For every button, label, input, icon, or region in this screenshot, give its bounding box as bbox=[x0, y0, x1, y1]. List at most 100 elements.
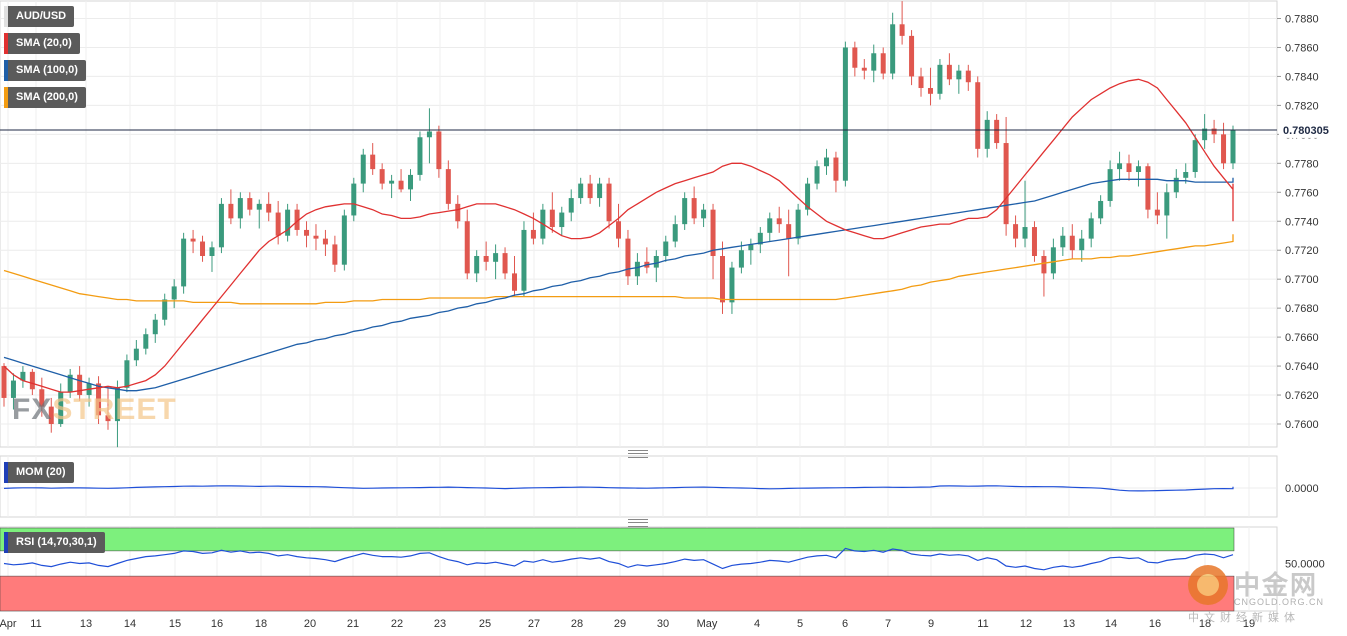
candle-body bbox=[162, 299, 168, 320]
candle-body bbox=[625, 238, 631, 277]
cngold-logo: 中金网 CNGOLD.ORG.CN 中文财经新媒体 bbox=[1188, 565, 1338, 625]
candle-body bbox=[880, 53, 886, 74]
y-tick-label: 0.7680 bbox=[1285, 303, 1319, 315]
candle-body bbox=[48, 406, 54, 424]
candle-body bbox=[852, 47, 858, 68]
candle-body bbox=[455, 203, 461, 222]
x-tick-label: 25 bbox=[479, 618, 491, 630]
y-tick-label: 0.7760 bbox=[1285, 187, 1319, 199]
mom-tick-label: 0.0000 bbox=[1285, 483, 1319, 495]
cngold-logo-title: 中金网 bbox=[1234, 571, 1319, 601]
y-tick-label: 0.7620 bbox=[1285, 390, 1319, 402]
rsi-oversold-zone bbox=[0, 575, 1235, 612]
candle-body bbox=[96, 383, 102, 416]
x-tick-label: 6 bbox=[842, 618, 848, 630]
candle-body bbox=[1230, 130, 1236, 164]
x-tick-label: 18 bbox=[1199, 618, 1211, 630]
candle-body bbox=[975, 82, 981, 149]
candle-body bbox=[124, 360, 130, 388]
candle-body bbox=[701, 209, 707, 219]
last-price-badge bbox=[1279, 121, 1339, 138]
rsi-line bbox=[3, 547, 1234, 571]
candle-body bbox=[474, 256, 480, 274]
last-price-label: 0.780305 bbox=[1283, 125, 1329, 137]
candle-body bbox=[1221, 134, 1227, 164]
candle-body bbox=[814, 166, 820, 184]
candle-body bbox=[294, 209, 300, 230]
mom-label: MOM (20) bbox=[16, 466, 66, 478]
candle-body bbox=[209, 247, 215, 257]
y-tick-label: 0.7720 bbox=[1285, 245, 1319, 257]
candle-body bbox=[587, 183, 593, 199]
candle-body bbox=[67, 374, 73, 393]
x-tick-label: 11 bbox=[977, 618, 988, 630]
y-tick-label: 0.7840 bbox=[1285, 71, 1319, 83]
x-tick-label: 11 bbox=[30, 618, 41, 630]
candle-body bbox=[1022, 227, 1028, 239]
candle-body bbox=[1135, 166, 1141, 173]
pane-resize-handle-1[interactable] bbox=[628, 450, 648, 458]
symbol-label: AUD/USD bbox=[16, 10, 67, 22]
candle-body bbox=[493, 253, 499, 262]
candle-body bbox=[379, 169, 385, 184]
rsi-swatch bbox=[4, 532, 8, 553]
candle-body bbox=[304, 229, 310, 236]
candle-body bbox=[58, 392, 64, 424]
candle-body bbox=[1107, 169, 1113, 201]
sma100-label: SMA (100,0) bbox=[16, 64, 78, 76]
x-tick-label: 7 bbox=[885, 618, 891, 630]
y-tick-label: 0.7660 bbox=[1285, 332, 1319, 344]
candle-body bbox=[436, 131, 442, 170]
x-tick-label: 5 bbox=[797, 618, 803, 630]
candle-body bbox=[445, 169, 451, 204]
candle-body bbox=[927, 88, 933, 94]
watermark-street: STREET bbox=[52, 393, 177, 426]
x-tick-label: 18 bbox=[255, 618, 267, 630]
candle-body bbox=[738, 250, 744, 268]
candle-body bbox=[114, 387, 120, 422]
symbol-legend[interactable]: AUD/USD bbox=[4, 6, 75, 27]
y-tick-label: 0.7700 bbox=[1285, 274, 1319, 286]
pane-resize-handle-2[interactable] bbox=[628, 519, 648, 527]
candle-body bbox=[1, 366, 7, 398]
x-tick-label: 13 bbox=[1063, 618, 1075, 630]
candle-body bbox=[1050, 247, 1056, 274]
cngold-logo-domain: CNGOLD.ORG.CN bbox=[1234, 597, 1325, 607]
sma200-label: SMA (200,0) bbox=[16, 91, 78, 103]
rsi-legend[interactable]: RSI (14,70,30,1) bbox=[4, 532, 105, 553]
candle-body bbox=[786, 224, 792, 239]
candle-body bbox=[1079, 238, 1085, 251]
x-tick-label: 28 bbox=[571, 618, 583, 630]
candle-body bbox=[890, 24, 896, 74]
candle-body bbox=[332, 244, 338, 265]
rsi-label: RSI (14,70,30,1) bbox=[16, 536, 97, 548]
candle-body bbox=[237, 198, 243, 219]
candle-body bbox=[77, 374, 83, 396]
candle-body bbox=[512, 273, 518, 291]
candle-body bbox=[710, 209, 716, 257]
mom-legend[interactable]: MOM (20) bbox=[4, 462, 74, 483]
candle-body bbox=[559, 212, 565, 228]
candle-body bbox=[1003, 143, 1009, 225]
x-tick-label: 23 bbox=[434, 618, 446, 630]
y-tick-label: 0.7600 bbox=[1285, 419, 1319, 431]
sma200-legend[interactable]: SMA (200,0) bbox=[4, 87, 86, 108]
sma20-legend[interactable]: SMA (20,0) bbox=[4, 33, 80, 54]
candle-body bbox=[899, 24, 905, 36]
sma100-legend[interactable]: SMA (100,0) bbox=[4, 60, 86, 81]
candle-body bbox=[606, 183, 612, 222]
candle-body bbox=[39, 389, 45, 407]
y-tick-label: 0.7740 bbox=[1285, 216, 1319, 228]
x-tick-label: 14 bbox=[124, 618, 136, 630]
candle-body bbox=[805, 183, 811, 210]
sma20-swatch bbox=[4, 33, 8, 54]
x-tick-label: 30 bbox=[657, 618, 669, 630]
candle-body bbox=[360, 154, 366, 184]
candle-body bbox=[351, 183, 357, 216]
candle-body bbox=[370, 154, 376, 170]
x-tick-label: 13 bbox=[80, 618, 92, 630]
candle-body bbox=[653, 256, 659, 268]
y-tick-label: 0.7860 bbox=[1285, 42, 1319, 54]
